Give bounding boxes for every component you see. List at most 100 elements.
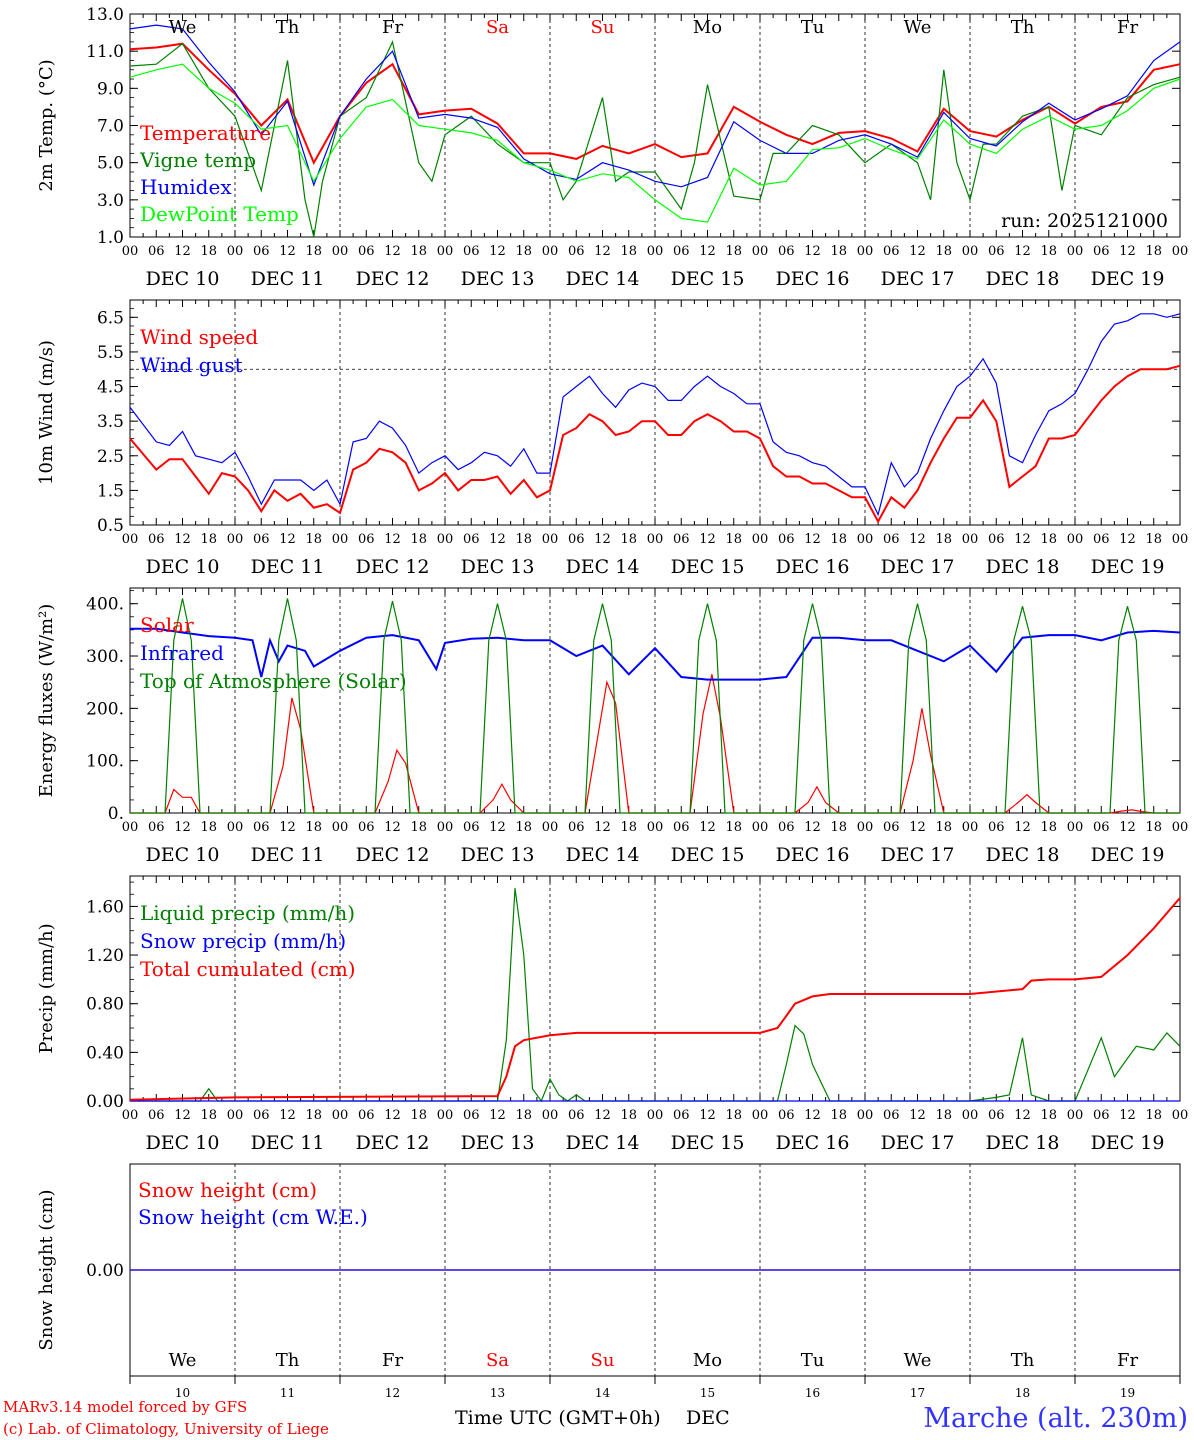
energy-hour-tick-label: 00 bbox=[437, 820, 454, 835]
wind-y-tick-label: 1.5 bbox=[97, 481, 124, 501]
precip-hour-tick-label: 12 bbox=[384, 1108, 401, 1123]
wind-hour-tick-label: 06 bbox=[463, 532, 480, 547]
energy-date-label: DEC 17 bbox=[881, 844, 955, 866]
energy-date-label: DEC 19 bbox=[1091, 844, 1165, 866]
model-credit: MARv3.14 model forced by GFS bbox=[3, 1398, 247, 1416]
energy-hour-tick-label: 18 bbox=[305, 820, 322, 835]
wind-hour-tick-label: 00 bbox=[227, 532, 244, 547]
energy-date-label: DEC 18 bbox=[986, 844, 1060, 866]
temperature-legend-item: Humidex bbox=[140, 175, 232, 199]
x-axis-month: DEC bbox=[686, 1407, 730, 1429]
precip-hour-tick-label: 00 bbox=[857, 1108, 874, 1123]
temperature-hour-tick-label: 18 bbox=[200, 244, 217, 259]
temperature-hour-tick-label: 12 bbox=[1119, 244, 1136, 259]
energy-hour-tick-label: 18 bbox=[935, 820, 952, 835]
precip-panel bbox=[129, 875, 1181, 1103]
precip-hour-tick-label: 06 bbox=[1093, 1108, 1110, 1123]
wind-hour-tick-label: 12 bbox=[174, 532, 191, 547]
snow-day-name: Fr bbox=[1117, 1350, 1138, 1371]
precip-hour-tick-label: 00 bbox=[1172, 1108, 1189, 1123]
temperature-date-label: DEC 18 bbox=[986, 268, 1060, 290]
temp-day-name: Sa bbox=[486, 17, 509, 38]
station-name: Marche (alt. 230m) bbox=[923, 1403, 1188, 1434]
wind-y-tick-label: 3.5 bbox=[97, 412, 124, 432]
wind-series-wind-speed bbox=[129, 364, 1181, 524]
wind-y-tick-label: 2.5 bbox=[97, 447, 124, 467]
energy-hour-tick-label: 00 bbox=[647, 820, 664, 835]
wind-hour-tick-label: 00 bbox=[647, 532, 664, 547]
precip-hour-tick-label: 18 bbox=[830, 1108, 847, 1123]
snow-day-name: Fr bbox=[382, 1350, 403, 1371]
precip-hour-tick-label: 18 bbox=[515, 1108, 532, 1123]
energy-series-infrared bbox=[130, 627, 1181, 681]
wind-y-tick-label: 5.5 bbox=[97, 343, 124, 363]
precip-hour-tick-label: 00 bbox=[332, 1108, 349, 1123]
energy-frame bbox=[129, 587, 1181, 814]
energy-date-label: DEC 12 bbox=[356, 844, 430, 866]
precip-date-label: DEC 18 bbox=[986, 1132, 1060, 1154]
wind-series-wind-gust bbox=[129, 313, 1181, 517]
temperature-hour-tick-label: 12 bbox=[489, 244, 506, 259]
precip-hour-tick-label: 06 bbox=[988, 1108, 1005, 1123]
snow-day-name: Mo bbox=[693, 1350, 722, 1371]
energy-y-tick-label: 100. bbox=[86, 752, 124, 772]
precip-hour-tick-label: 06 bbox=[463, 1108, 480, 1123]
wind-hour-tick-label: 00 bbox=[437, 532, 454, 547]
temp-day-name: Th bbox=[1011, 17, 1035, 38]
energy-y-tick-label: 300. bbox=[86, 647, 124, 667]
snow-day-name: Sa bbox=[486, 1350, 509, 1371]
energy-hour-tick-label: 18 bbox=[1145, 820, 1162, 835]
energy-legend-item: Solar bbox=[140, 613, 194, 637]
energy-hour-tick-label: 12 bbox=[909, 820, 926, 835]
temperature-date-label: DEC 16 bbox=[776, 268, 850, 290]
temperature-hour-tick-label: 06 bbox=[253, 244, 270, 259]
wind-hour-tick-label: 06 bbox=[1093, 532, 1110, 547]
temperature-legend-item: Vigne temp bbox=[139, 148, 256, 172]
wind-date-label: DEC 17 bbox=[881, 556, 955, 578]
energy-series-top-of-atmosphere-solar bbox=[130, 598, 1180, 814]
wind-hour-tick-label: 18 bbox=[830, 532, 847, 547]
temperature-hour-tick-label: 18 bbox=[1040, 244, 1057, 259]
energy-hour-tick-label: 06 bbox=[568, 820, 585, 835]
energy-legend-item: Top of Atmosphere (Solar) bbox=[140, 669, 407, 693]
energy-hour-tick-label: 12 bbox=[699, 820, 716, 835]
temperature-y-tick-label: 13.0 bbox=[86, 5, 124, 25]
temperature-series-humidex bbox=[129, 24, 1181, 188]
energy-hour-tick-label: 06 bbox=[358, 820, 375, 835]
temperature-hour-tick-label: 06 bbox=[358, 244, 375, 259]
precip-hour-tick-label: 00 bbox=[752, 1108, 769, 1123]
day-number-label: 17 bbox=[910, 1386, 925, 1400]
wind-hour-tick-label: 18 bbox=[1040, 532, 1057, 547]
wind-legend-item: Wind gust bbox=[140, 353, 243, 377]
precip-hour-tick-label: 18 bbox=[305, 1108, 322, 1123]
energy-hour-tick-label: 06 bbox=[148, 820, 165, 835]
energy-hour-tick-label: 18 bbox=[620, 820, 637, 835]
precip-hour-tick-label: 00 bbox=[437, 1108, 454, 1123]
temp-day-name: Su bbox=[591, 17, 615, 38]
temp-day-name: Fr bbox=[382, 17, 403, 38]
precip-hour-tick-label: 12 bbox=[489, 1108, 506, 1123]
wind-y-tick-label: 0.5 bbox=[97, 516, 124, 536]
temperature-legend-item: DewPoint Temp bbox=[140, 202, 299, 226]
energy-hour-tick-label: 00 bbox=[1067, 820, 1084, 835]
precip-series-liquid-precip-mm-h bbox=[130, 888, 1181, 1103]
energy-hour-tick-label: 18 bbox=[410, 820, 427, 835]
temperature-y-tick-label: 7.0 bbox=[97, 117, 124, 137]
temperature-series-dewpoint-temp bbox=[129, 63, 1181, 223]
energy-hour-tick-label: 00 bbox=[752, 820, 769, 835]
energy-hour-tick-label: 12 bbox=[489, 820, 506, 835]
wind-hour-tick-label: 12 bbox=[804, 532, 821, 547]
snow-legend-item: Snow height (cm W.E.) bbox=[138, 1205, 368, 1229]
precip-legend-item: Liquid precip (mm/h) bbox=[140, 901, 355, 925]
temp-day-name: Mo bbox=[693, 17, 722, 38]
energy-date-label: DEC 11 bbox=[251, 844, 325, 866]
energy-hour-tick-label: 06 bbox=[988, 820, 1005, 835]
temperature-hour-tick-label: 00 bbox=[332, 244, 349, 259]
temperature-hour-tick-label: 06 bbox=[1093, 244, 1110, 259]
temperature-hour-tick-label: 06 bbox=[148, 244, 165, 259]
day-number-label: 16 bbox=[805, 1386, 820, 1400]
temperature-hour-tick-label: 00 bbox=[542, 244, 559, 259]
wind-hour-tick-label: 12 bbox=[1014, 532, 1031, 547]
temperature-hour-tick-label: 18 bbox=[620, 244, 637, 259]
